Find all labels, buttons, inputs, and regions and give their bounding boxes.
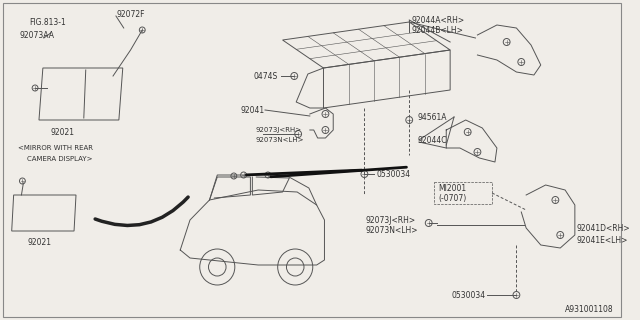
Text: A931001108: A931001108	[565, 305, 614, 314]
FancyArrowPatch shape	[95, 197, 188, 226]
Text: 92041D<RH>: 92041D<RH>	[577, 223, 630, 233]
Text: 92044A<RH>: 92044A<RH>	[411, 15, 464, 25]
Text: 92041: 92041	[241, 106, 265, 115]
Text: (-0707): (-0707)	[438, 194, 467, 203]
Text: 0530034: 0530034	[451, 291, 485, 300]
Bar	[433, 182, 492, 204]
Text: MI2001: MI2001	[438, 183, 467, 193]
Text: 92073J<RH>: 92073J<RH>	[365, 215, 415, 225]
Text: FIG.813-1: FIG.813-1	[29, 18, 66, 27]
Text: 92044B<LH>: 92044B<LH>	[411, 26, 463, 35]
Text: 92073N<LH>: 92073N<LH>	[255, 137, 304, 143]
Text: 92021: 92021	[28, 237, 51, 246]
Text: 92021: 92021	[51, 127, 75, 137]
Text: 92073AA: 92073AA	[19, 30, 54, 39]
Text: 92073N<LH>: 92073N<LH>	[365, 226, 418, 235]
Text: 92072F: 92072F	[117, 10, 145, 19]
Text: 0530034: 0530034	[376, 170, 410, 179]
Text: 94561A: 94561A	[417, 113, 447, 122]
Text: <MIRROR WITH REAR: <MIRROR WITH REAR	[17, 145, 93, 151]
Text: 92073J<RH>: 92073J<RH>	[255, 127, 301, 133]
Text: 92041E<LH>: 92041E<LH>	[577, 236, 628, 244]
Text: 0474S: 0474S	[253, 71, 278, 81]
Text: CAMERA DISPLAY>: CAMERA DISPLAY>	[28, 156, 93, 162]
Text: 92044C: 92044C	[417, 135, 447, 145]
